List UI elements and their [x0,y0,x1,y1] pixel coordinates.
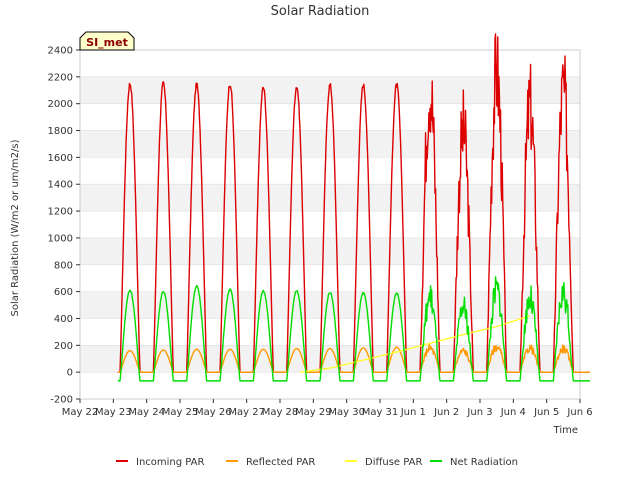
y-tick-label: 200 [54,341,73,352]
y-tick-label: 1600 [48,153,73,164]
y-tick-label: 1800 [48,126,73,137]
x-tick-label: May 23 [95,407,132,418]
y-axis-title: Solar Radiation (W/m2 or um/m2/s) [10,139,21,316]
site-badge-box [79,31,135,51]
chart-title: Solar Radiation [271,4,370,19]
y-tick-label: 1200 [48,207,73,218]
x-tick-label: Jun 1 [400,407,426,418]
x-tick-label: May 28 [262,407,299,418]
site-badge: SI_met [79,31,135,51]
y-tick-label: 2400 [48,46,73,57]
x-tick-label: May 27 [228,407,265,418]
grid-band [80,291,580,319]
x-tick-label: May 26 [195,407,232,418]
legend-label: Diffuse PAR [365,457,422,468]
y-tick-label: 1000 [48,233,73,244]
x-tick-label: May 29 [295,407,332,418]
y-tick-label: 1400 [48,180,73,191]
grid-band [80,76,580,104]
series-layer [117,33,590,382]
y-tick-label: 400 [54,314,73,325]
grid-band [80,237,580,265]
legend: Incoming PAR Reflected PAR Diffuse PAR Net … [116,457,518,468]
series-line-reflected-par [117,343,590,373]
grid-band [80,184,580,212]
legend-label: Net Radiation [450,457,518,468]
y-axis-ticks: -200 0 200 400 600 800 1000 1200 1400 1600 1800 200… [48,46,80,406]
x-tick-label: Jun 5 [533,407,559,418]
x-tick-label: Jun 3 [466,407,492,418]
site-badge-label: SI_met [86,36,128,49]
y-tick-label: 2000 [48,99,73,110]
y-tick-label: -200 [50,395,73,406]
x-axis-title: Time [553,425,578,436]
x-tick-label: Jun 4 [500,407,526,418]
series-line-net-radiation [117,276,590,382]
plot-frame [79,49,581,400]
x-tick-label: May 31 [362,407,399,418]
grid-bands [80,49,580,400]
y-tick-label: 0 [67,368,73,379]
legend-label: Reflected PAR [246,457,315,468]
x-tick-label: May 30 [328,407,365,418]
x-tick-label: Jun 2 [433,407,459,418]
x-tick-label: May 25 [162,407,199,418]
x-tick-label: May 24 [128,407,165,418]
legend-label: Incoming PAR [136,457,205,468]
y-tick-label: 800 [54,260,73,271]
x-tick-label: May 22 [62,407,99,418]
y-tick-label: 600 [54,287,73,298]
y-tick-label: 2200 [48,72,73,83]
x-tick-label: Jun 6 [566,407,592,418]
grid-band [80,130,580,158]
